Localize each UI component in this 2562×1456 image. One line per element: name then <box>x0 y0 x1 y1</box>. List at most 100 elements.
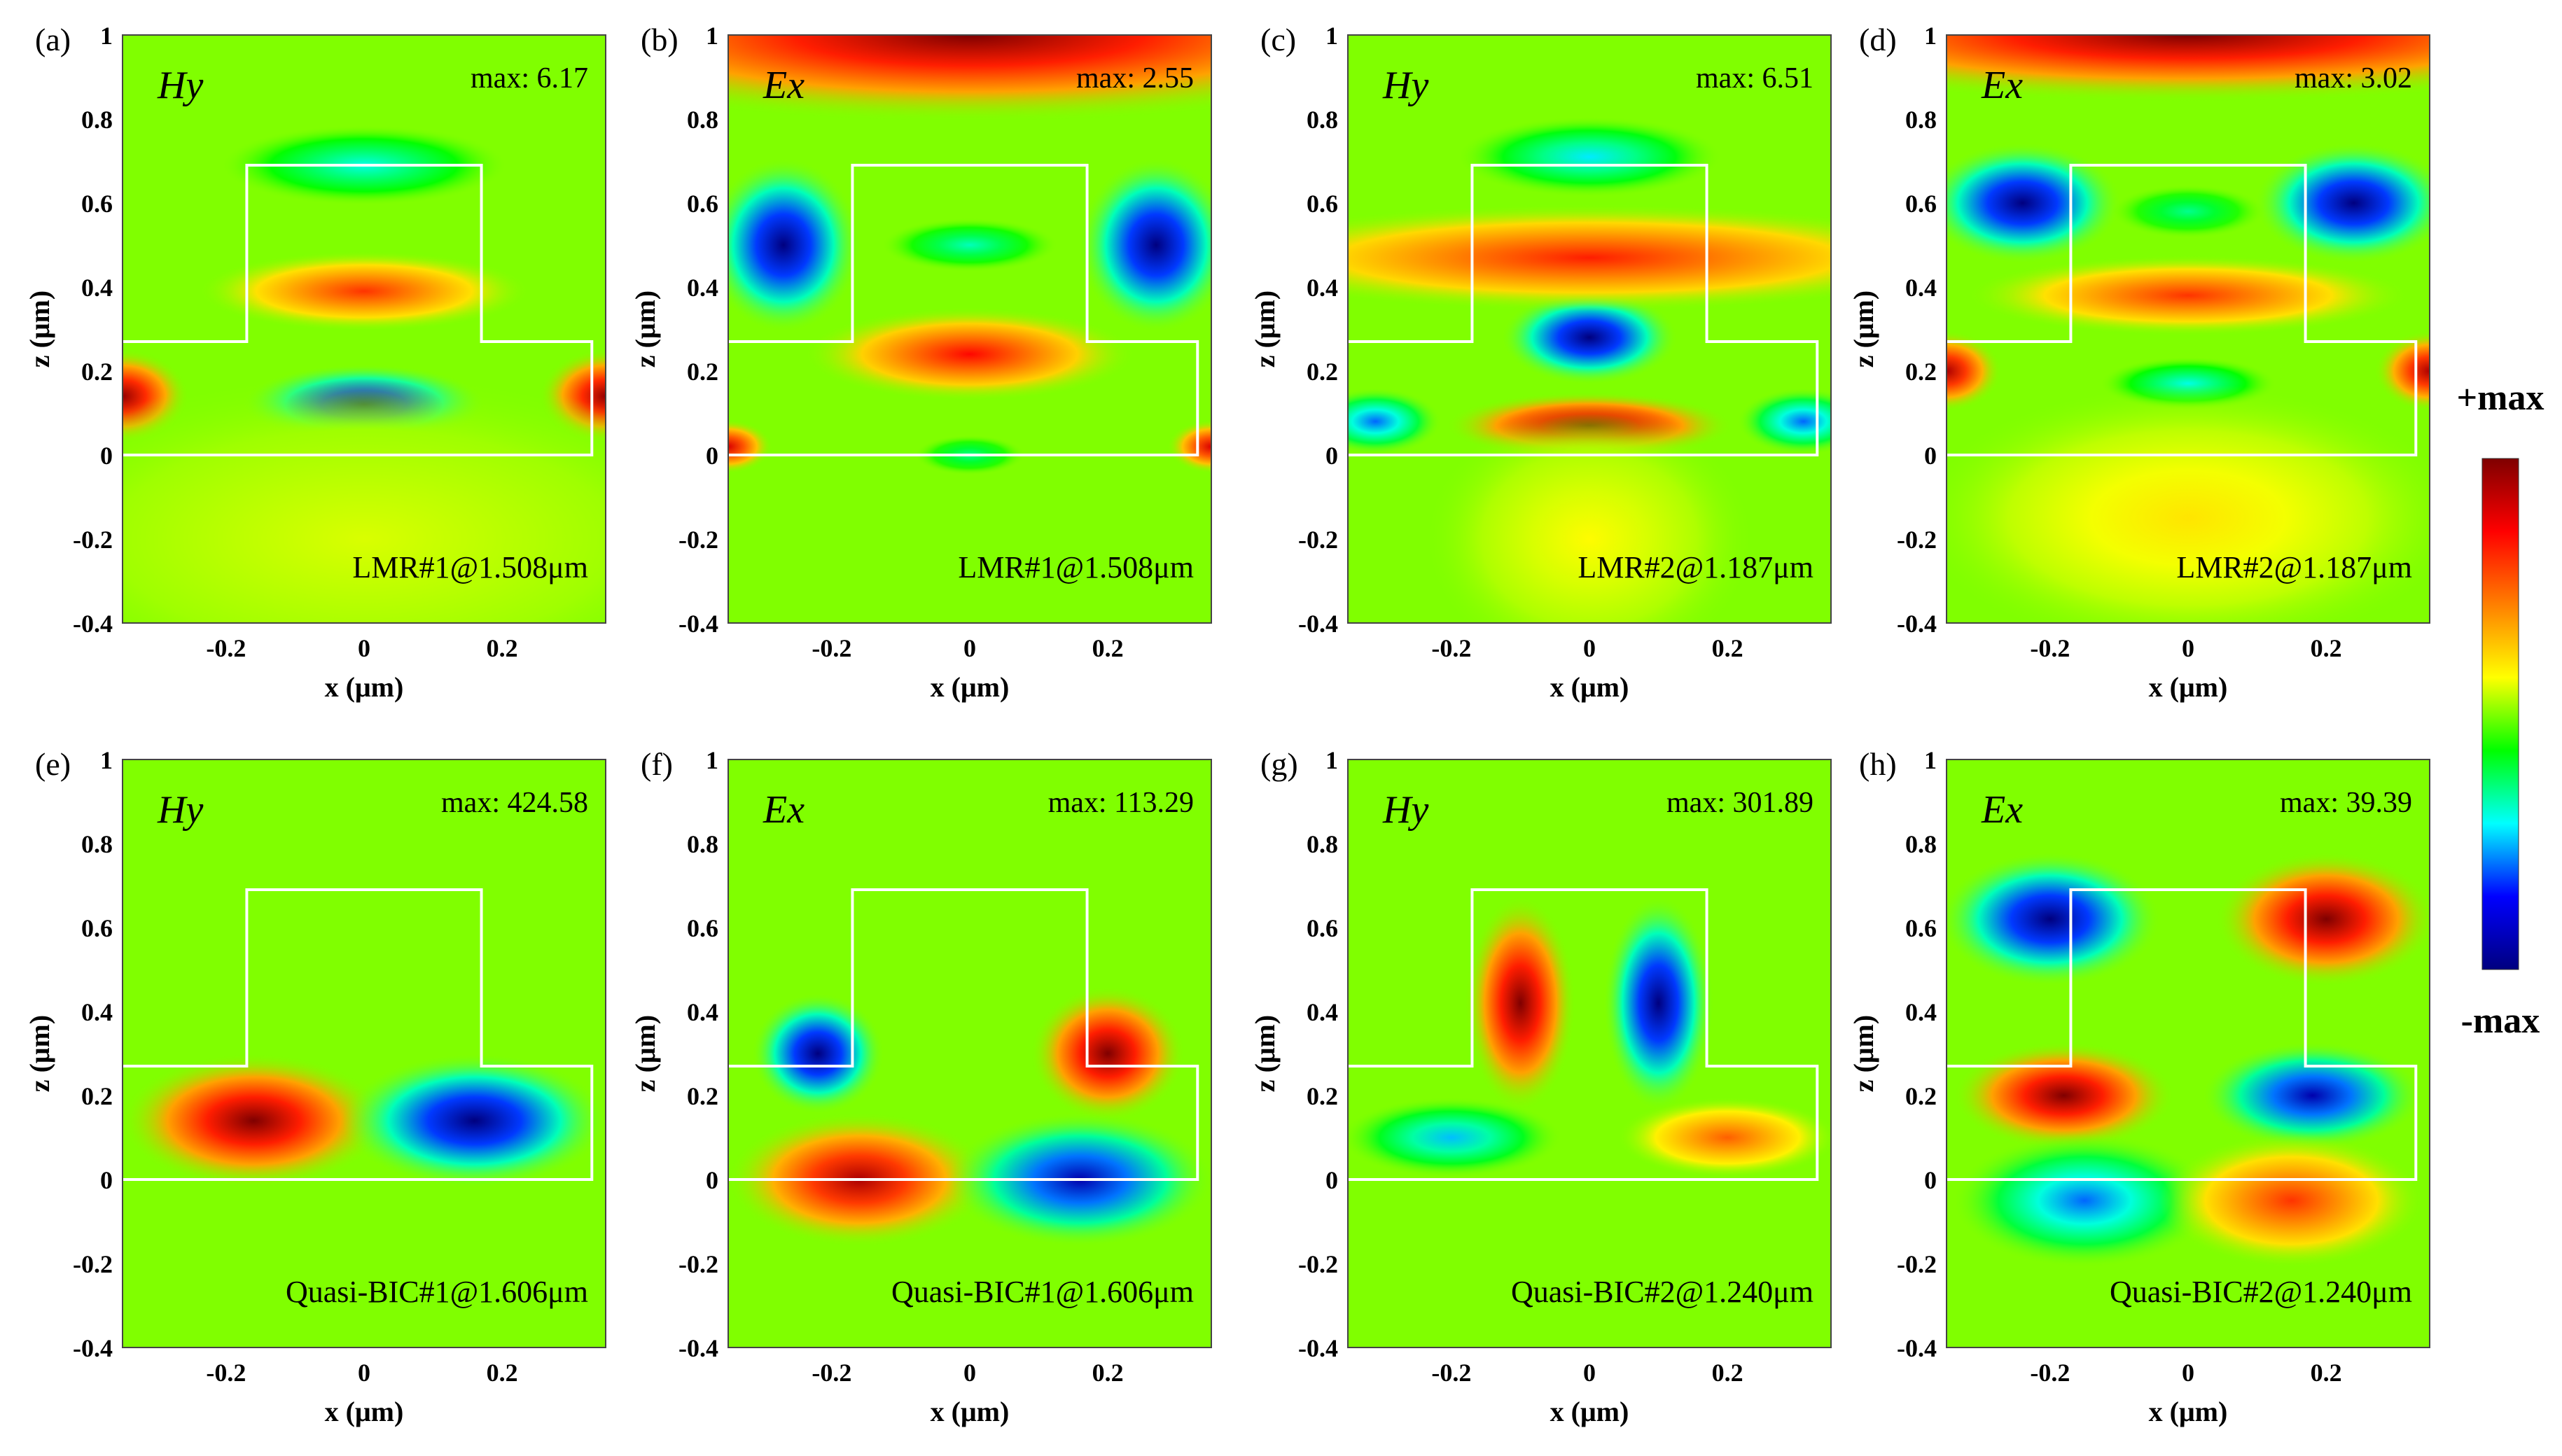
field-lobe <box>1348 1097 1562 1178</box>
mode-wavelength-label: Quasi-BIC#2@1.240μm <box>1511 1275 1813 1309</box>
mode-wavelength-label: LMR#1@1.508μm <box>958 550 1194 584</box>
y-tick-label: 0.2 <box>687 358 718 386</box>
y-tick-label: -0.4 <box>678 1334 718 1362</box>
y-tick-label: -0.4 <box>678 610 718 638</box>
y-tick-label: -0.2 <box>73 526 113 554</box>
mode-wavelength-label: Quasi-BIC#1@1.606μm <box>891 1275 1194 1309</box>
field-map <box>123 760 606 1348</box>
y-tick-label: 1 <box>706 746 718 774</box>
x-tick-label: -0.2 <box>812 1359 851 1387</box>
colorbar-top-label: +max <box>2457 378 2544 418</box>
field-map <box>1947 760 2430 1348</box>
y-tick-label: 0 <box>100 442 113 470</box>
y-tick-label: 0.6 <box>81 190 113 218</box>
field-lobe <box>1078 158 1211 332</box>
field-lobe <box>1456 116 1722 197</box>
field-lobe <box>1947 330 2002 412</box>
field-map <box>123 35 606 623</box>
field-lobe <box>728 419 773 474</box>
x-tick-label: 0.2 <box>1092 634 1124 662</box>
x-tick-label: -0.2 <box>1431 634 1471 662</box>
y-tick-label: 0.2 <box>81 1082 113 1110</box>
field-lobe <box>342 1054 606 1188</box>
field-lobe <box>1348 204 1831 312</box>
y-tick-label: 0 <box>1325 1166 1338 1194</box>
structure-outline <box>123 888 594 1181</box>
field-map <box>728 760 1211 1348</box>
field-lobe <box>728 35 1211 122</box>
x-axis-title: x (μm) <box>1550 1396 1629 1427</box>
x-axis-title: x (μm) <box>1550 671 1629 703</box>
structure-outline <box>1947 164 2418 456</box>
mode-wavelength-label: LMR#2@1.187μm <box>1578 550 1813 584</box>
y-tick-label: 0.4 <box>1905 998 1937 1026</box>
structure-outline <box>1947 888 2418 1181</box>
plot-frame <box>122 759 606 1348</box>
panel-g: -0.2 0 0.2 1 0.8 0.6 0.4 0.2 0 -0.2 -0.4 x (μm) z (μ… <box>1249 746 1832 1427</box>
x-tick-label: 0 <box>963 634 976 662</box>
panel-b: -0.2 0 0.2 1 0.8 0.6 0.4 0.2 0 -0.2 -0.4 x (μm) z (μ… <box>629 22 1212 703</box>
y-axis-title: z (μm) <box>24 290 55 368</box>
x-tick-label: 0.2 <box>1712 1359 1743 1387</box>
field-lobe <box>1967 255 2409 336</box>
plot-frame <box>1946 759 2430 1348</box>
field-lobe <box>1167 419 1211 474</box>
panel-letter: (h) <box>1859 746 1897 782</box>
x-axis-title: x (μm) <box>325 1396 404 1427</box>
y-tick-label: -0.2 <box>1298 1250 1338 1278</box>
colorbar: +max -max <box>2457 378 2544 1041</box>
panel-c: -0.2 0 0.2 1 0.8 0.6 0.4 0.2 0 -0.2 -0.4 x (μm) z (μ… <box>1249 22 1832 703</box>
field-lobe <box>1947 384 2430 623</box>
y-tick-label: -0.2 <box>1897 526 1937 554</box>
y-tick-label: 0 <box>100 1166 113 1194</box>
y-tick-label: 0.8 <box>81 830 113 858</box>
y-tick-label: -0.4 <box>1897 1334 1937 1362</box>
x-tick-label: 0.2 <box>1092 1359 1124 1387</box>
field-lobe <box>198 251 530 332</box>
x-axis-title: x (μm) <box>325 671 404 703</box>
y-tick-label: 0.6 <box>1905 914 1937 942</box>
field-lobe <box>1953 1042 2175 1149</box>
y-tick-label: 1 <box>1924 746 1937 774</box>
field-lobe <box>728 158 861 332</box>
panel-d: -0.2 0 0.2 1 0.8 0.6 0.4 0.2 0 -0.2 -0.4 x (μm) z (μ… <box>1848 22 2430 703</box>
y-axis-title: z (μm) <box>1249 1015 1281 1092</box>
colorbar-gradient <box>2481 458 2519 970</box>
structure-outline <box>728 164 1199 456</box>
max-value-label: max: 39.39 <box>2280 787 2412 819</box>
field-map <box>1348 760 1831 1348</box>
field-lobe <box>1947 35 2430 102</box>
x-tick-label: 0.2 <box>2311 634 2342 662</box>
field-lobe <box>804 307 1136 402</box>
field-lobe <box>1947 852 2161 986</box>
y-axis-title: z (μm) <box>24 1015 55 1092</box>
field-lobe <box>1348 388 1442 455</box>
structure-outline <box>728 888 1199 1181</box>
y-tick-label: 0.6 <box>1307 914 1338 942</box>
panel-e: -0.2 0 0.2 1 0.8 0.6 0.4 0.2 0 -0.2 -0.4 x (μm) z (μ… <box>24 746 606 1427</box>
max-value-label: max: 6.17 <box>471 62 588 94</box>
panel-f: -0.2 0 0.2 1 0.8 0.6 0.4 0.2 0 -0.2 -0.4 x (μm) z (μ… <box>629 746 1212 1427</box>
y-tick-label: 0.8 <box>687 106 718 134</box>
y-tick-label: 0.4 <box>687 998 718 1026</box>
max-value-label: max: 6.51 <box>1696 62 1813 94</box>
field-lobe <box>2110 184 2266 239</box>
field-lobe <box>751 993 884 1114</box>
panel-letter: (d) <box>1859 22 1897 57</box>
mode-wavelength-label: LMR#2@1.187μm <box>2176 550 2412 584</box>
max-value-label: max: 301.89 <box>1666 787 1813 819</box>
y-tick-label: -0.4 <box>1897 610 1937 638</box>
field-lobe <box>1030 986 1185 1121</box>
plot-frame <box>1347 34 1832 624</box>
x-tick-label: 0.2 <box>1712 634 1743 662</box>
y-tick-label: 0 <box>1325 442 1338 470</box>
y-tick-label: 1 <box>1924 22 1937 50</box>
y-axis-title: z (μm) <box>629 1015 661 1092</box>
y-tick-label: -0.2 <box>678 1250 718 1278</box>
y-tick-label: -0.4 <box>1298 610 1338 638</box>
max-value-label: max: 2.55 <box>1076 62 1194 94</box>
mode-wavelength-label: LMR#1@1.508μm <box>352 550 588 584</box>
y-tick-label: 1 <box>100 746 113 774</box>
y-tick-label: 0.2 <box>1905 1082 1937 1110</box>
